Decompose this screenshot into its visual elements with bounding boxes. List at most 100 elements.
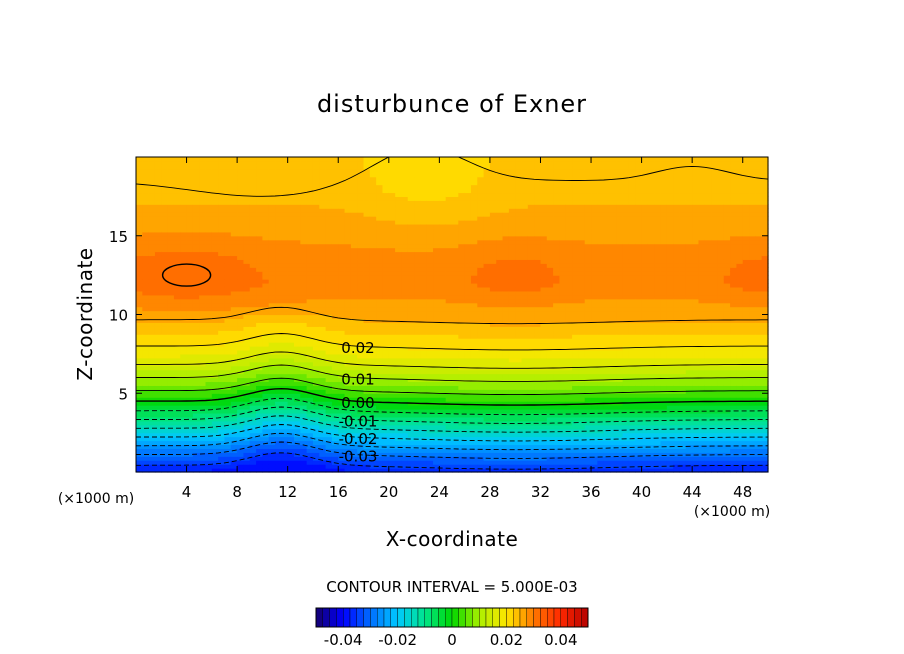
- contour-cell: [325, 251, 333, 257]
- contour-cell: [521, 239, 529, 245]
- contour-cell: [489, 231, 497, 237]
- contour-cell: [470, 452, 478, 457]
- contour-cell: [401, 239, 409, 245]
- contour-cell: [464, 192, 472, 197]
- contour-cell: [331, 416, 339, 422]
- contour-cell: [205, 389, 213, 394]
- contour-cell: [262, 393, 270, 398]
- contour-cell: [470, 306, 478, 312]
- contour-cell: [382, 235, 390, 241]
- contour-cell: [262, 322, 270, 327]
- contour-cell: [306, 346, 314, 351]
- contour-cell: [249, 263, 257, 268]
- contour-cell: [237, 247, 245, 253]
- contour-cell: [496, 290, 504, 296]
- contour-cell: [464, 220, 472, 225]
- contour-cell: [521, 271, 529, 276]
- contour-cell: [294, 361, 301, 367]
- contour-cell: [350, 428, 358, 434]
- contour-cell: [161, 172, 169, 178]
- contour-cell: [268, 275, 276, 280]
- contour-cell: [433, 369, 440, 375]
- contour-cell: [249, 338, 257, 343]
- contour-cell: [515, 247, 523, 253]
- contour-cell: [237, 349, 245, 355]
- contour-cell: [483, 184, 491, 190]
- contour-cell: [420, 160, 428, 166]
- contour-cell: [205, 235, 213, 241]
- contour-cell: [420, 464, 428, 469]
- contour-cell: [148, 436, 156, 442]
- contour-cell: [439, 192, 447, 197]
- contour-cell: [401, 263, 409, 268]
- contour-cell: [363, 184, 371, 190]
- contour-cell: [363, 259, 371, 264]
- contour-cell: [458, 220, 466, 225]
- contour-cell: [287, 409, 295, 414]
- contour-cell: [281, 436, 289, 442]
- contour-cell: [401, 389, 409, 394]
- contour-cell: [407, 409, 415, 414]
- contour-cell: [357, 338, 365, 343]
- contour-cell: [439, 271, 447, 276]
- contour-cell: [243, 377, 251, 383]
- contour-cell: [281, 212, 289, 217]
- contour-cell: [382, 310, 390, 316]
- contour-cell: [300, 456, 308, 461]
- contour-cell: [477, 239, 485, 245]
- contour-cell: [464, 286, 472, 292]
- contour-cell: [237, 401, 245, 406]
- contour-cell: [521, 405, 529, 410]
- contour-cell: [489, 456, 497, 461]
- contour-cell: [186, 349, 194, 355]
- contour-cell: [186, 424, 194, 430]
- contour-cell: [256, 456, 263, 461]
- contour-cell: [142, 267, 150, 272]
- contour-cell: [287, 239, 295, 245]
- contour-cell: [230, 279, 238, 284]
- contour-cell: [395, 338, 403, 343]
- contour-cell: [388, 432, 396, 438]
- contour-cell: [376, 424, 384, 430]
- contour-cell: [414, 239, 421, 245]
- contour-cell: [167, 247, 175, 253]
- contour-cell: [306, 401, 314, 406]
- contour-cell: [154, 346, 162, 351]
- contour-cell: [338, 157, 346, 162]
- contour-cell: [477, 412, 485, 418]
- contour-cell: [401, 365, 409, 371]
- contour-cell: [180, 220, 188, 225]
- contour-cell: [186, 318, 194, 323]
- contour-cell: [249, 361, 257, 367]
- contour-cell: [508, 184, 516, 190]
- contour-cell: [401, 342, 409, 347]
- contour-cell: [344, 283, 352, 288]
- contour-cell: [275, 283, 282, 288]
- contour-cell: [420, 172, 428, 178]
- contour-cell: [224, 306, 232, 312]
- contour-cell: [211, 302, 219, 308]
- contour-cell: [312, 318, 320, 323]
- contour-cell: [452, 216, 459, 221]
- contour-cell: [294, 448, 301, 453]
- contour-cell: [477, 227, 485, 233]
- contour-cell: [515, 212, 523, 217]
- contour-cell: [338, 346, 346, 351]
- contour-cell: [294, 342, 301, 347]
- contour-cell: [142, 286, 150, 292]
- contour-cell: [136, 369, 143, 375]
- contour-cell: [458, 353, 466, 359]
- contour-cell: [376, 164, 384, 170]
- contour-cell: [300, 452, 308, 457]
- contour-cell: [470, 318, 478, 323]
- contour-cell: [300, 235, 308, 241]
- contour-cell: [477, 373, 485, 379]
- contour-cell: [192, 267, 200, 272]
- contour-cell: [281, 306, 289, 312]
- contour-cell: [357, 227, 365, 233]
- contour-cell: [489, 267, 497, 272]
- contour-cell: [249, 164, 257, 170]
- contour-cell: [350, 271, 358, 276]
- contour-cell: [388, 409, 396, 414]
- contour-cell: [224, 290, 232, 296]
